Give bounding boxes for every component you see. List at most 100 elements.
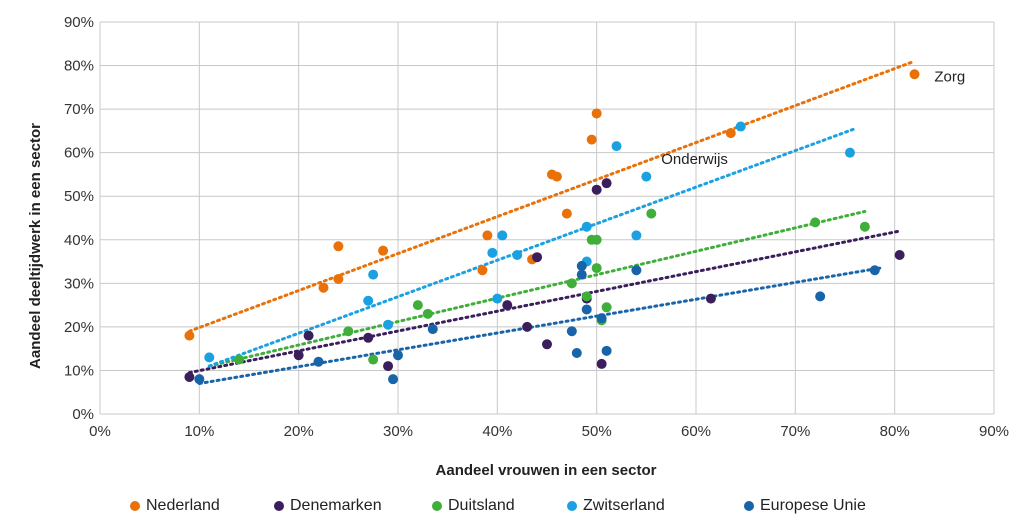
data-point [631, 230, 642, 241]
legend-marker [744, 501, 754, 511]
y-axis-label: Aandeel deeltijdwerk in een sector [27, 123, 44, 369]
data-point [482, 230, 493, 241]
data-point [586, 134, 597, 145]
x-tick-label: 10% [184, 423, 214, 440]
data-point [542, 339, 552, 350]
data-point [576, 269, 587, 280]
data-point [646, 208, 657, 219]
x-tick-label: 30% [383, 423, 413, 440]
data-point [596, 313, 607, 324]
data-point [894, 250, 905, 261]
data-point [194, 374, 205, 385]
data-point [363, 295, 374, 306]
data-point [497, 230, 508, 241]
x-tick-label: 0% [89, 423, 111, 440]
data-point [601, 345, 612, 356]
legend-label: Denemarken [290, 497, 382, 514]
x-tick-label: 80% [880, 423, 910, 440]
data-point [512, 250, 523, 261]
data-point [591, 234, 602, 245]
data-point [522, 321, 533, 332]
y-tick-label: 40% [64, 232, 94, 249]
data-point [333, 241, 344, 252]
data-point [566, 278, 577, 289]
data-point [571, 348, 582, 359]
data-point [388, 374, 399, 385]
data-point [591, 108, 602, 119]
annotations: Zorg Onderwijs [661, 68, 965, 168]
data-point [293, 350, 304, 361]
data-point [234, 354, 245, 365]
y-tick-label: 50% [64, 188, 94, 205]
data-point [343, 326, 354, 337]
y-tick-label: 0% [72, 406, 94, 423]
data-point [576, 260, 587, 271]
data-point [591, 263, 602, 274]
legend-item: Denemarken [274, 497, 382, 515]
data-point [561, 208, 572, 219]
legend-marker [274, 501, 284, 511]
legend: Nederland Denemarken Duitsland Zwitserland E… [0, 497, 1022, 519]
data-point [502, 300, 513, 311]
data-point [333, 273, 344, 284]
data-point [487, 247, 498, 258]
data-points [184, 69, 920, 385]
y-tick-label: 90% [64, 14, 94, 31]
data-point [383, 361, 394, 372]
legend-label: Nederland [146, 497, 220, 514]
x-tick-label: 20% [284, 423, 314, 440]
trend-line [197, 266, 882, 386]
y-tick-label: 20% [64, 319, 94, 336]
data-point [378, 245, 389, 256]
x-axis-label: Aandeel vrouwen in een sector [436, 462, 657, 479]
legend-item: Duitsland [432, 497, 515, 515]
data-point [427, 324, 438, 335]
data-point [318, 282, 329, 293]
data-point [383, 319, 394, 330]
y-tick-label: 30% [64, 275, 94, 292]
data-point [184, 371, 195, 382]
data-point [844, 147, 855, 158]
annotation-label: Zorg [934, 68, 965, 85]
data-point [815, 291, 826, 302]
data-point [611, 141, 622, 152]
data-point [313, 356, 324, 367]
legend-label: Zwitserland [583, 497, 665, 514]
data-point [581, 304, 592, 315]
data-point [601, 302, 612, 313]
y-tick-label: 10% [64, 362, 94, 379]
data-point [204, 352, 215, 363]
data-point [363, 332, 374, 343]
y-tick-label: 70% [64, 101, 94, 118]
scatter-chart: 0% 10% 20% 30% 40% 50% 60% 70% 80% 90% 0% 10% 20% 30… [27, 14, 1009, 479]
legend-label: Europese Unie [760, 497, 866, 514]
data-point [810, 217, 821, 228]
data-point [725, 128, 736, 139]
data-point [909, 69, 920, 80]
legend-marker [432, 501, 442, 511]
data-point [393, 350, 403, 361]
data-point [532, 252, 543, 263]
trend-lines [187, 59, 917, 386]
legend-marker [130, 501, 140, 511]
x-tick-label: 70% [780, 423, 810, 440]
data-point [566, 326, 577, 337]
data-point [303, 330, 314, 341]
data-point [581, 221, 592, 232]
data-point [412, 300, 423, 311]
data-point [184, 330, 195, 341]
data-point [641, 171, 652, 182]
x-tick-label: 90% [979, 423, 1009, 440]
y-tick-label: 60% [64, 145, 94, 162]
data-point [492, 293, 503, 304]
x-tick-labels: 0% 10% 20% 30% 40% 50% 60% 70% 80% 90% [89, 423, 1009, 440]
y-tick-labels: 0% 10% 20% 30% 40% 50% 60% 70% 80% 90% [64, 14, 94, 423]
trend-line [187, 59, 917, 333]
data-point [735, 121, 746, 132]
trend-line [187, 229, 902, 375]
data-point [368, 354, 379, 365]
trend-line [207, 209, 867, 368]
legend-label: Duitsland [448, 497, 515, 514]
data-point [631, 265, 642, 276]
grid-lines [99, 21, 995, 415]
